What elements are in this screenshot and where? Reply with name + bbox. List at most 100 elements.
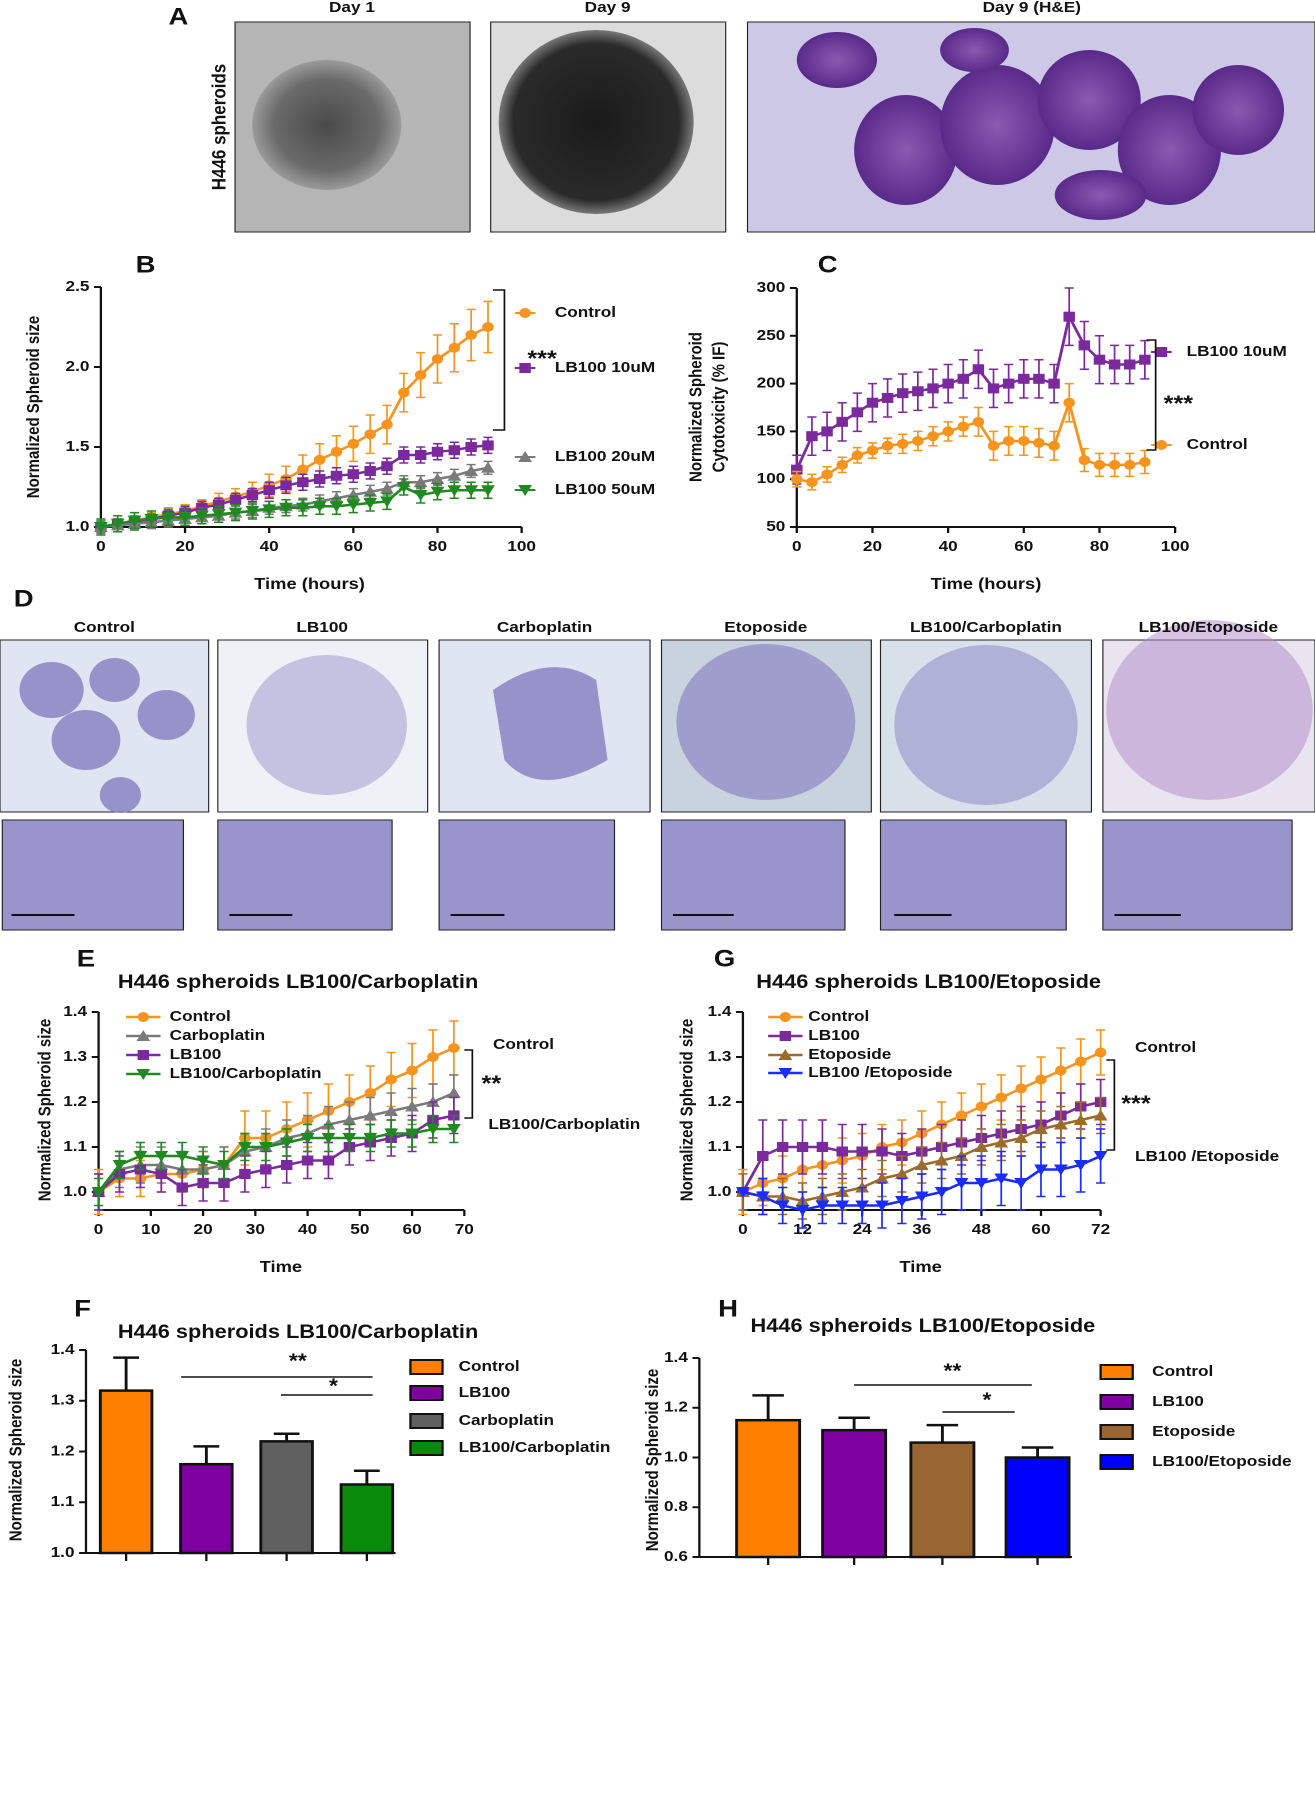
marker (1108, 359, 1121, 370)
marker (972, 416, 985, 427)
x-tick-label: 72 (1091, 1221, 1110, 1238)
marker (239, 1169, 251, 1179)
marker (1002, 378, 1015, 389)
marker (136, 1069, 151, 1080)
marker (280, 1160, 293, 1170)
marker (260, 1164, 272, 1175)
marker (364, 1088, 377, 1098)
marker (312, 501, 327, 513)
marker (481, 485, 495, 497)
x-tick-label: 30 (246, 1221, 265, 1238)
y-tick-label: 2.0 (66, 358, 90, 375)
marker (875, 1200, 889, 1212)
marker (133, 1151, 148, 1162)
marker (835, 1200, 850, 1212)
bar (735, 1418, 802, 1559)
y-tick-label: 1.2 (708, 1093, 732, 1110)
legend-label: LB100/Carboplatin (170, 1065, 322, 1082)
legend-label: LB100 (459, 1384, 511, 1401)
marker (364, 429, 376, 440)
marker (431, 354, 444, 364)
marker (194, 510, 209, 522)
he-tissue (796, 28, 1285, 220)
caption: LB100/Etoposide (1139, 619, 1278, 636)
y-tick-label: 50 (766, 518, 785, 535)
marker (957, 373, 969, 384)
y-tick-label: 1.0 (51, 1544, 75, 1561)
x-axis-label: Time (260, 1257, 302, 1276)
caption: LB100/Carboplatin (910, 619, 1062, 636)
bar (1004, 1456, 1071, 1559)
marker (1073, 1114, 1088, 1125)
annotation: * (329, 1375, 339, 1397)
marker (1015, 1083, 1027, 1094)
x-axis-label: Time (hours) (931, 574, 1042, 593)
marker (1034, 1164, 1048, 1176)
panel-label: B (136, 252, 156, 278)
marker (836, 459, 848, 470)
x-axis-label: Time (899, 1257, 941, 1276)
annotation: Control (1135, 1039, 1196, 1056)
marker (263, 485, 275, 496)
marker (1014, 1178, 1029, 1189)
x-tick-label: 100 (507, 538, 536, 555)
marker (127, 515, 142, 527)
marker (1055, 1065, 1067, 1076)
marker (1002, 435, 1015, 446)
legend-swatch (1099, 1394, 1134, 1410)
marker (876, 1146, 888, 1157)
marker (778, 1049, 793, 1060)
marker (994, 1136, 1009, 1148)
error-bar (752, 1394, 784, 1421)
x-tick-label: 60 (403, 1221, 422, 1238)
marker (465, 442, 477, 452)
marker (791, 474, 803, 485)
marker (519, 308, 531, 318)
panel-label: C (818, 252, 838, 278)
marker (1063, 397, 1075, 408)
annotation: LB100 /Etoposide (1135, 1148, 1279, 1165)
micrographs (0, 21, 1315, 931)
marker (482, 440, 494, 451)
marker (836, 416, 848, 427)
y-tick-label: 1.4 (708, 1003, 732, 1020)
marker (1078, 455, 1091, 466)
marker (927, 383, 939, 394)
caption: Etoposide (724, 619, 807, 636)
legend-swatch (409, 1385, 444, 1401)
marker (448, 1043, 460, 1053)
marker (1018, 435, 1030, 446)
legend-label: Control (170, 1008, 231, 1025)
bar (98, 1389, 154, 1555)
x-tick-label: 20 (863, 538, 882, 555)
legend-label: LB100 (808, 1027, 860, 1044)
x-tick-label: 0 (792, 538, 802, 555)
error-bar (193, 1445, 220, 1465)
x-axis-label: Time (hours) (254, 574, 365, 593)
marker (1094, 1047, 1107, 1058)
error-bar (273, 1432, 300, 1442)
marker (942, 426, 954, 437)
marker (914, 1191, 929, 1203)
marker (851, 407, 864, 418)
panel-label: A (169, 4, 189, 30)
marker (363, 1109, 378, 1121)
marker (806, 431, 818, 442)
marker (779, 1012, 792, 1022)
y-tick-label: 1.3 (51, 1392, 75, 1409)
marker (1033, 437, 1045, 448)
chart-title: H446 spheroids LB100/Etoposide (756, 972, 1101, 992)
marker (161, 512, 176, 524)
x-tick-label: 0 (738, 1221, 748, 1238)
x-tick-label: 0 (96, 538, 106, 555)
legend-label: Control (808, 1008, 869, 1025)
marker (229, 494, 242, 505)
error-bar (113, 1356, 140, 1391)
marker (279, 502, 293, 514)
marker (178, 512, 192, 524)
x-tick-label: 60 (1031, 1221, 1050, 1238)
marker (995, 1092, 1007, 1103)
marker (895, 1168, 909, 1179)
marker (427, 1052, 439, 1062)
y-axis-label: Normalized Spheroid size (7, 1359, 26, 1541)
